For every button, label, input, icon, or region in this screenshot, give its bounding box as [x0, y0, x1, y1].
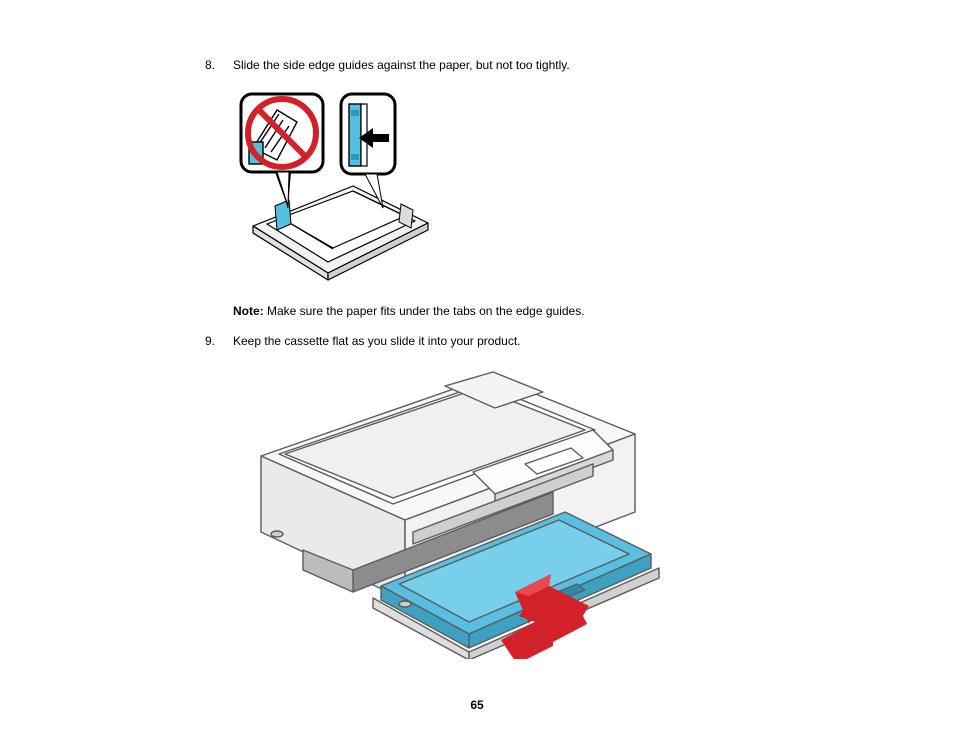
- manual-page: 8. Slide the side edge guides against th…: [0, 0, 954, 738]
- step-8-text: Slide the side edge guides against the p…: [233, 58, 874, 72]
- step-9: 9. Keep the cassette flat as you slide i…: [205, 334, 874, 348]
- note-label: Note:: [233, 304, 264, 318]
- edge-guides-illustration: [233, 88, 443, 288]
- printer-illustration: [233, 364, 683, 659]
- note-edge-guides: Note: Make sure the paper fits under the…: [233, 304, 874, 318]
- step-8: 8. Slide the side edge guides against th…: [205, 58, 874, 72]
- step-8-number: 8.: [205, 58, 233, 72]
- page-number: 65: [0, 698, 954, 712]
- step-9-text: Keep the cassette flat as you slide it i…: [233, 334, 874, 348]
- figure-insert-cassette: [233, 364, 874, 659]
- callout-prohibit: [241, 94, 323, 208]
- figure-edge-guides: [233, 88, 874, 288]
- note-text: Make sure the paper fits under the tabs …: [264, 304, 585, 318]
- step-9-number: 9.: [205, 334, 233, 348]
